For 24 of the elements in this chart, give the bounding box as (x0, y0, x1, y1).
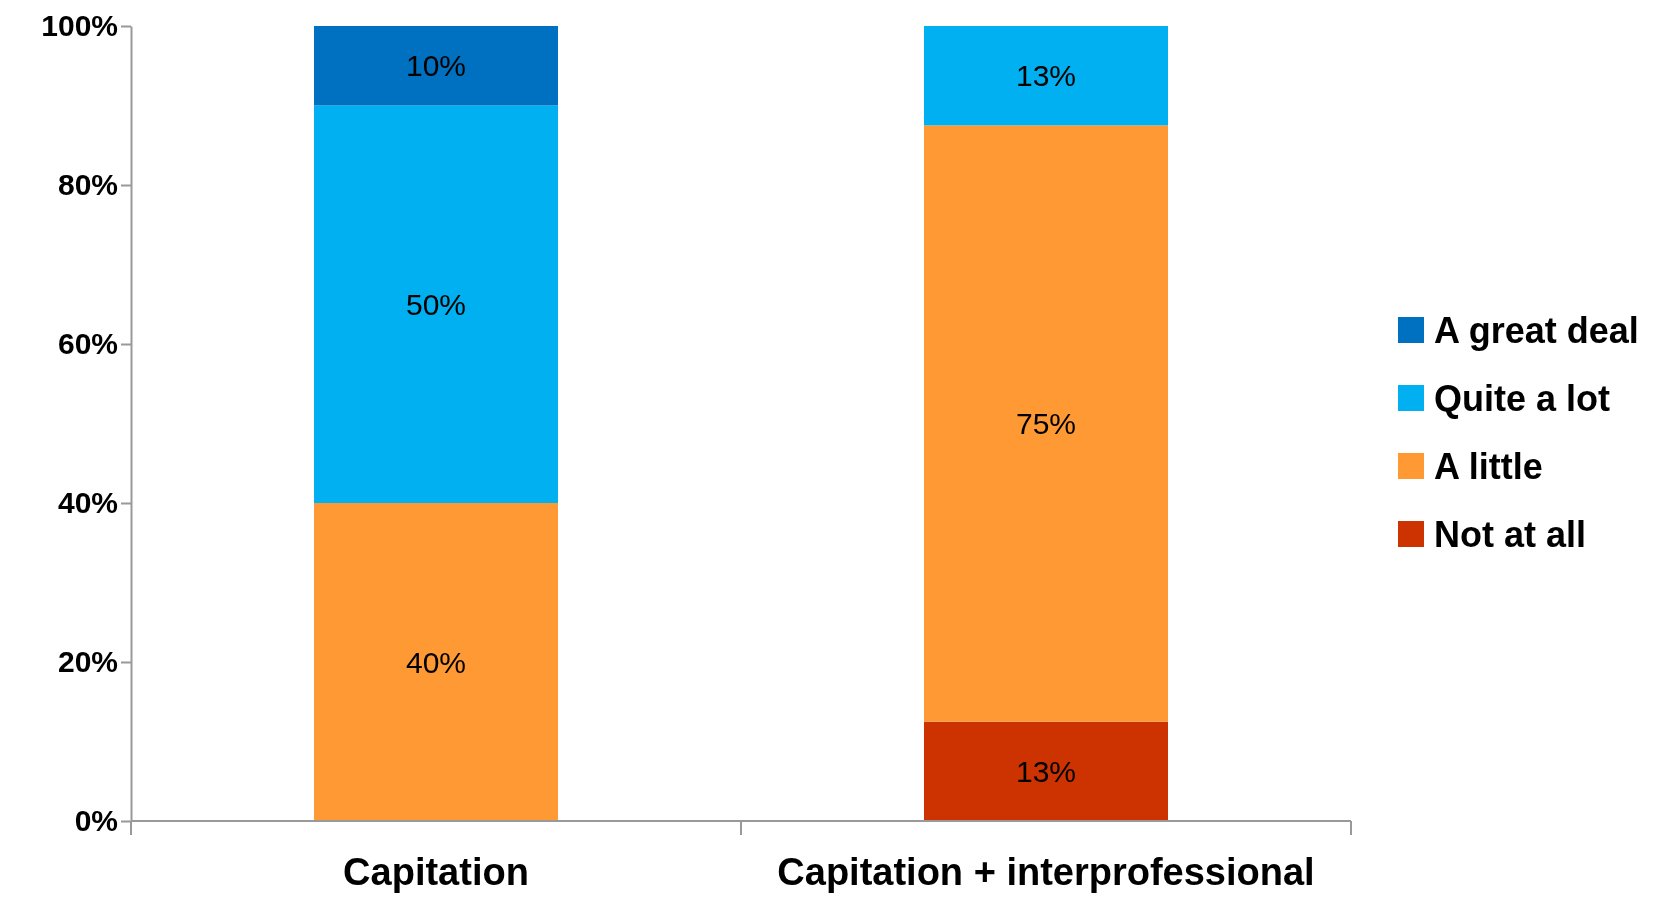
data-label: 10% (405, 49, 467, 83)
legend-label: A little (1434, 445, 1543, 487)
y-tick-label: 0% (74, 804, 118, 838)
data-label: 40% (405, 645, 467, 679)
bar (314, 26, 558, 106)
data-label: 13% (1015, 59, 1077, 93)
y-tick-label: 100% (41, 9, 118, 43)
data-label: 50% (405, 287, 467, 321)
bar (924, 125, 1168, 722)
data-label: 75% (1015, 407, 1077, 440)
bar (314, 105, 558, 503)
y-tick-label: 20% (57, 645, 118, 679)
bar (314, 503, 558, 821)
data-label: 13% (1015, 754, 1077, 788)
y-tick-label: 80% (57, 168, 118, 202)
legend-label: Not at all (1434, 513, 1587, 555)
legend-label: Quite a lot (1434, 377, 1611, 419)
y-tick-label: 60% (57, 327, 118, 361)
x-tick-label: Capitation + interprofessional (777, 851, 1315, 893)
bar (924, 721, 1168, 821)
bar (924, 26, 1168, 126)
x-tick-label: Capitation (343, 851, 529, 893)
y-tick-label: 40% (57, 486, 118, 520)
legend-label: A great deal (1434, 309, 1639, 351)
